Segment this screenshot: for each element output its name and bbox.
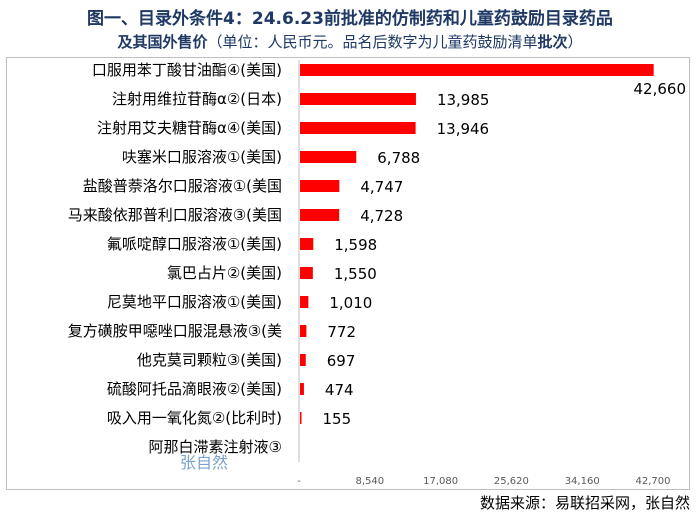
- category-label: 口服用苯丁酸甘油酯④(美国): [92, 61, 282, 79]
- value-label: 772: [327, 323, 356, 341]
- subtitle-note: （单位：人民币元。品名后数字为儿童药鼓励清单: [207, 33, 538, 51]
- data-source: 数据来源：易联招采网，张自然: [479, 494, 690, 512]
- x-tick-label: -: [297, 476, 301, 487]
- value-label: 13,985: [437, 91, 490, 109]
- category-label: 尼莫地平口服溶液①(美国): [107, 293, 282, 311]
- value-label: 1,598: [334, 236, 377, 254]
- bar: [300, 296, 309, 308]
- value-label: 42,660: [634, 80, 687, 98]
- bar: [300, 64, 654, 76]
- x-tick-label: 8,540: [355, 476, 384, 487]
- chart-title: 图一、目录外条件4：24.6.23前批准的仿制药和儿童药鼓励目录药品: [87, 9, 613, 29]
- category-label: 他克莫司颗粒③(美国): [137, 351, 282, 369]
- x-tick-label: 34,160: [565, 476, 600, 487]
- category-label: 吸入用一氧化氮②(比利时): [107, 409, 282, 427]
- value-label: 13,946: [437, 120, 490, 138]
- value-label: 697: [327, 352, 356, 370]
- subtitle-close: ）: [567, 33, 583, 51]
- value-label: 6,788: [377, 149, 420, 167]
- category-label: 注射用艾夫糖苷酶α④(美国): [97, 119, 282, 137]
- subtitle-bold-end: 批次: [537, 33, 568, 51]
- bar: [300, 122, 416, 134]
- category-label: 氯巴占片②(美国): [167, 264, 282, 282]
- category-label: 复方磺胺甲噁唑口服混悬液③(美: [68, 322, 282, 340]
- value-label: 4,747: [360, 178, 403, 196]
- bar: [300, 267, 313, 279]
- value-label: 155: [323, 410, 352, 428]
- bar: [300, 412, 302, 424]
- x-tick-label: 42,700: [636, 476, 671, 487]
- subtitle-bold: 及其国外售价: [117, 33, 208, 51]
- category-label: 阿那白滞素注射液③: [149, 438, 282, 456]
- chart-subtitle: 及其国外售价（单位：人民币元。品名后数字为儿童药鼓励清单批次）: [0, 31, 700, 52]
- bar: [300, 209, 340, 221]
- value-label: 1,010: [329, 294, 372, 312]
- bar: [300, 180, 340, 192]
- bar: [300, 354, 306, 366]
- category-label: 注射用维拉苷酶α②(日本): [112, 90, 282, 108]
- bar: [300, 93, 416, 105]
- x-tick-label: 17,080: [423, 476, 458, 487]
- category-label: 硫酸阿托品滴眼液②(美国): [107, 380, 282, 398]
- bar: [300, 238, 314, 250]
- category-label: 氟哌啶醇口服溶液①(美国): [107, 235, 282, 253]
- category-label: 马来酸依那普利口服溶液③(美国: [68, 206, 282, 224]
- category-label: 呋塞米口服溶液①(美国): [122, 148, 282, 166]
- value-label: 4,728: [360, 207, 403, 225]
- value-label: 1,550: [334, 265, 377, 283]
- x-tick-label: 25,620: [494, 476, 529, 487]
- bar: [300, 325, 307, 337]
- category-label: 盐酸普萘洛尔口服溶液①(美国: [83, 177, 282, 195]
- value-label: 474: [325, 381, 354, 399]
- bar: [300, 151, 357, 163]
- plot-frame: [6, 57, 690, 490]
- bar: [300, 383, 304, 395]
- watermark: 张自然: [180, 453, 229, 472]
